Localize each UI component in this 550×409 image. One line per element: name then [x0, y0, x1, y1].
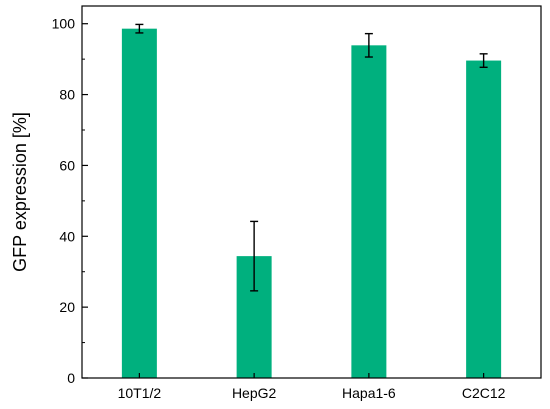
y-tick-label-40: 40 — [59, 228, 75, 244]
x-axis-ticks: 10T1/2 HepG2 Hapa1-6 C2C12 — [118, 373, 506, 401]
error-bar-C2C12 — [479, 53, 488, 68]
x-tick-label-10T1/2: 10T1/2 — [118, 385, 162, 401]
bar-Hapa1-6 — [351, 45, 387, 378]
y-axis-title: GFP expression [%] — [10, 112, 30, 272]
bar-C2C12 — [466, 60, 502, 379]
y-tick-label-100: 100 — [52, 16, 76, 32]
error-bar-Hapa1-6 — [364, 32, 373, 58]
x-tick-label-C2C12: C2C12 — [462, 385, 506, 401]
y-tick-label-80: 80 — [59, 87, 75, 103]
y-tick-label-0: 0 — [67, 370, 75, 386]
x-tick-label-Hapa1-6: Hapa1-6 — [342, 385, 396, 401]
y-tick-label-60: 60 — [59, 157, 75, 173]
bar-10T1/2 — [121, 28, 157, 378]
y-axis-ticks: 0 20 40 60 80 100 — [52, 16, 88, 386]
error-bars-group — [135, 23, 488, 292]
bars-group — [121, 28, 502, 379]
error-bar-HepG2 — [250, 220, 259, 292]
x-tick-label-HepG2: HepG2 — [232, 385, 277, 401]
plot-frame — [81, 5, 542, 379]
error-bar-10T1/2 — [135, 23, 144, 34]
y-tick-label-20: 20 — [59, 299, 75, 315]
